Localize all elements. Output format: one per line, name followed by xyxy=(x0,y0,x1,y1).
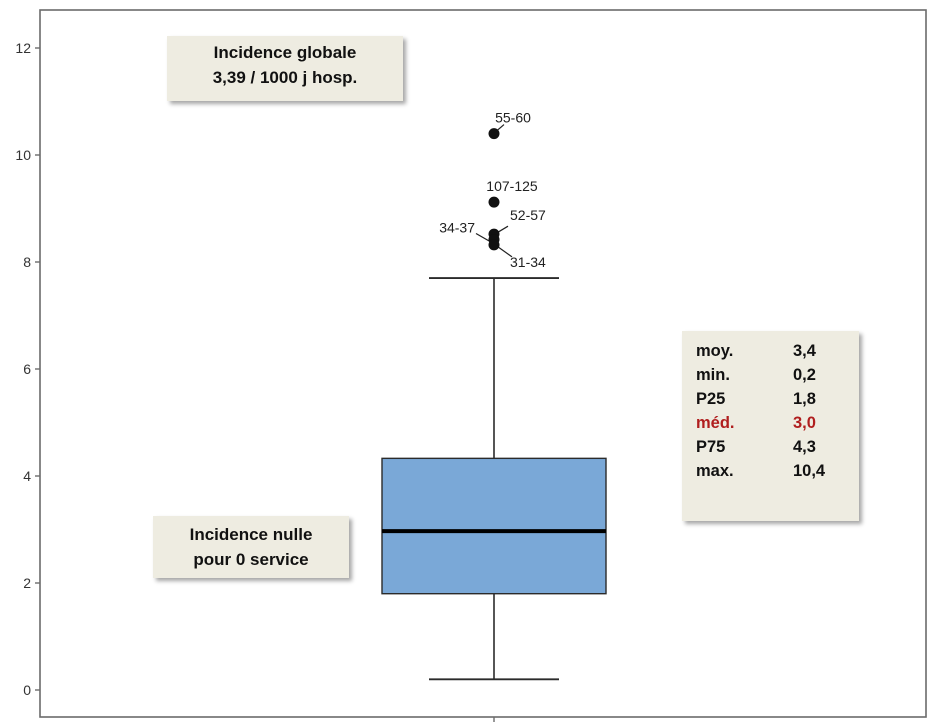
stat-row-median: méd. 3,0 xyxy=(696,411,845,435)
y-tick-label: 6 xyxy=(23,361,31,377)
stat-value: 1,8 xyxy=(793,390,816,408)
stat-row-mean: moy. 3,4 xyxy=(696,339,845,363)
stat-label: P25 xyxy=(696,390,726,408)
null-incidence-note: Incidence nulle pour 0 service xyxy=(153,516,349,578)
y-tick-label: 0 xyxy=(23,682,31,698)
outlier-label: 107-125 xyxy=(486,178,538,194)
outlier-label: 52-57 xyxy=(510,207,546,223)
y-tick-label: 10 xyxy=(15,147,31,163)
stat-row-max: max. 10,4 xyxy=(696,459,845,483)
stat-value: 10,4 xyxy=(793,462,826,480)
stat-label: max. xyxy=(696,462,734,480)
global-incidence-line1: Incidence globale xyxy=(213,43,357,62)
outlier-point xyxy=(488,196,500,208)
stat-label: méd. xyxy=(696,414,735,432)
stat-row-p25: P25 1,8 xyxy=(696,387,845,411)
outlier-leader-line xyxy=(497,225,509,233)
plot-frame xyxy=(39,9,927,718)
outlier-leader-line xyxy=(496,124,505,132)
stats-summary-box: moy. 3,4 min. 0,2 P25 1,8 méd. 3,0 P75 4… xyxy=(682,331,859,521)
stat-value: 4,3 xyxy=(793,438,816,456)
stat-value: 3,0 xyxy=(793,414,816,432)
outlier-label: 55-60 xyxy=(495,110,531,126)
stat-value: 0,2 xyxy=(793,366,816,384)
global-incidence-note: Incidence globale 3,39 / 1000 j hosp. xyxy=(167,36,403,101)
stat-label: moy. xyxy=(696,342,734,360)
stat-row-min: min. 0,2 xyxy=(696,363,845,387)
outlier-point xyxy=(488,128,500,140)
null-incidence-line1: Incidence nulle xyxy=(189,525,313,544)
outlier-point xyxy=(488,239,500,251)
y-tick-label: 8 xyxy=(23,254,31,270)
outlier-label: 34-37 xyxy=(439,220,475,236)
global-incidence-line2: 3,39 / 1000 j hosp. xyxy=(212,68,358,87)
iqr-box xyxy=(381,457,607,595)
stat-value: 3,4 xyxy=(793,342,816,360)
y-tick-label: 2 xyxy=(23,575,31,591)
null-incidence-line2: pour 0 service xyxy=(193,550,309,569)
y-tick-label: 4 xyxy=(23,468,31,484)
y-tick-label: 12 xyxy=(15,40,31,56)
stat-row-p75: P75 4,3 xyxy=(696,435,845,459)
outlier-leader-line xyxy=(497,246,513,258)
stat-label: P75 xyxy=(696,438,726,456)
stat-label: min. xyxy=(696,366,730,384)
outlier-label: 31-34 xyxy=(510,254,546,270)
outlier-leader-line xyxy=(475,233,491,243)
